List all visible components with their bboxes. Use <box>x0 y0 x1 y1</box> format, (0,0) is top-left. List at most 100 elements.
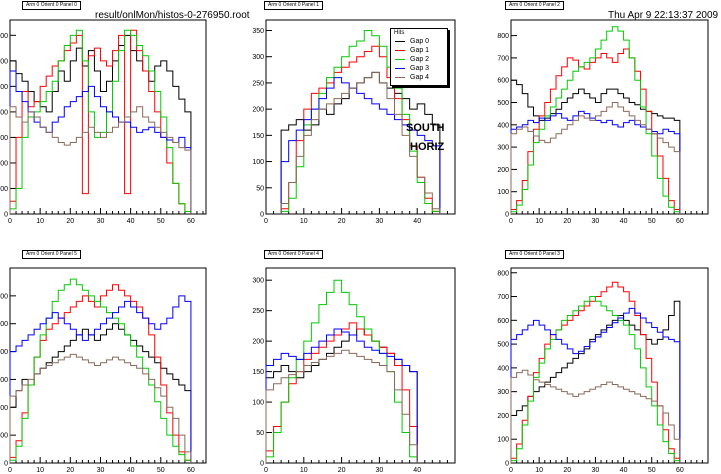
series-gap-3 <box>280 77 441 214</box>
plot-frame <box>9 19 207 215</box>
x-tick-label: 0 <box>264 467 268 474</box>
x-tick-label: 50 <box>648 218 656 225</box>
y-tick-label: 300 <box>252 54 264 61</box>
legend-entry-gap-0: Gap 0 <box>395 37 445 46</box>
y-tick-label: 300 <box>497 145 509 152</box>
y-tick-label: 700 <box>497 55 509 62</box>
series-gap-4 <box>510 369 681 463</box>
y-tick-label: 200 <box>252 339 264 346</box>
legend-label-gap-1: Gap 1 <box>410 47 430 54</box>
plot-frame <box>9 267 207 464</box>
y-tick-label: 0 <box>4 212 8 219</box>
y-tick-label: 0 <box>505 461 509 468</box>
panel-title-4: Arm 0 Orient 0 Panel 4 <box>264 250 323 259</box>
x-tick-label: 0 <box>8 467 12 474</box>
series-gap-4 <box>265 349 418 463</box>
y-tick-label: 800 <box>497 33 509 40</box>
legend: Hits Gap 0 Gap 1 Gap 2 Gap 3 Gap 4 <box>390 28 448 86</box>
y-tick-label: 150 <box>252 369 264 376</box>
legend-entry-gap-3: Gap 3 <box>395 64 445 73</box>
x-tick-label: 40 <box>413 467 421 474</box>
x-tick-label: 40 <box>620 218 628 225</box>
x-tick-label: 10 <box>36 467 44 474</box>
x-tick-label: 60 <box>676 467 684 474</box>
y-tick-label: 200 <box>252 107 264 114</box>
legend-title: Hits <box>394 30 405 36</box>
panel-title-5: Arm 0 Orient 0 Panel 3 <box>505 250 564 259</box>
y-tick-label: 500 <box>0 321 8 328</box>
x-tick-label: 0 <box>8 218 12 225</box>
y-tick-label: 100 <box>497 437 509 444</box>
y-tick-label: 100 <box>497 189 509 196</box>
panel-title-3: Arm 0 Orient 0 Panel 5 <box>22 250 81 259</box>
x-tick-label: 60 <box>676 218 684 225</box>
y-tick-label: 400 <box>0 109 8 116</box>
x-tick-label: 40 <box>127 467 135 474</box>
legend-swatch-gap-4 <box>395 77 405 78</box>
plot-frame <box>265 267 456 464</box>
y-tick-label: 400 <box>497 365 509 372</box>
y-tick-label: 400 <box>497 122 509 129</box>
legend-swatch-gap-3 <box>395 68 405 69</box>
legend-label-gap-4: Gap 4 <box>410 74 430 81</box>
series-gap-2 <box>9 278 192 463</box>
legend-swatch-gap-1 <box>395 50 405 51</box>
panel-title-2: Arm 0 Orient 0 Panel 2 <box>505 1 564 10</box>
y-tick-label: 50 <box>256 185 264 192</box>
file-path: result/onlMon/histos-0-276950.root <box>95 10 250 21</box>
annotation-south: SOUTH <box>406 122 445 134</box>
y-tick-label: 200 <box>0 160 8 167</box>
y-tick-label: 200 <box>497 413 509 420</box>
x-tick-label: 0 <box>264 218 268 225</box>
y-tick-label: 500 <box>0 84 8 91</box>
legend-label-gap-0: Gap 0 <box>410 38 430 45</box>
panel-4: 0 10 20 30 40 0 50 100 150 200 250 300 <box>252 267 456 474</box>
y-tick-label: 350 <box>252 28 264 35</box>
x-tick-label: 10 <box>535 467 543 474</box>
series-gap-2 <box>280 29 441 214</box>
x-tick-label: 50 <box>157 218 165 225</box>
x-tick-label: 20 <box>338 218 346 225</box>
x-tick-label: 50 <box>157 467 165 474</box>
y-tick-label: 0 <box>505 212 509 219</box>
x-tick-label: 40 <box>620 467 628 474</box>
y-tick-label: 500 <box>497 100 509 107</box>
x-tick-label: 40 <box>413 218 421 225</box>
series-gap-4 <box>280 71 441 214</box>
y-tick-label: 700 <box>0 33 8 40</box>
y-tick-label: 0 <box>260 212 264 219</box>
x-tick-label: 30 <box>97 218 105 225</box>
y-tick-label: 300 <box>252 278 264 285</box>
y-tick-label: 0 <box>4 461 8 468</box>
y-tick-label: 700 <box>497 294 509 301</box>
x-tick-label: 60 <box>187 467 195 474</box>
x-tick-label: 20 <box>563 467 571 474</box>
x-tick-label: 20 <box>338 467 346 474</box>
y-tick-label: 600 <box>0 293 8 300</box>
series-gap-4 <box>510 102 681 214</box>
series-gap-4 <box>9 106 192 214</box>
y-tick-label: 150 <box>252 133 264 140</box>
y-tick-label: 600 <box>0 58 8 65</box>
timestamp: Thu Apr 9 22:13:37 2009 <box>608 10 719 21</box>
annotation-horiz: HORIZ <box>410 141 445 153</box>
y-tick-label: 300 <box>0 377 8 384</box>
y-tick-label: 800 <box>497 270 509 277</box>
series-gap-3 <box>9 295 192 463</box>
x-tick-label: 30 <box>376 467 384 474</box>
legend-entry-gap-4: Gap 4 <box>395 73 445 82</box>
x-tick-label: 10 <box>36 218 44 225</box>
y-tick-label: 0 <box>260 461 264 468</box>
panel-title-1: Arm 0 Orient 0 Panel 1 <box>264 1 323 10</box>
legend-swatch-gap-2 <box>395 59 405 60</box>
x-tick-label: 20 <box>563 218 571 225</box>
y-tick-label: 200 <box>497 167 509 174</box>
x-tick-label: 50 <box>648 467 656 474</box>
x-tick-label: 10 <box>300 218 308 225</box>
y-tick-label: 250 <box>252 308 264 315</box>
y-tick-label: 100 <box>252 159 264 166</box>
